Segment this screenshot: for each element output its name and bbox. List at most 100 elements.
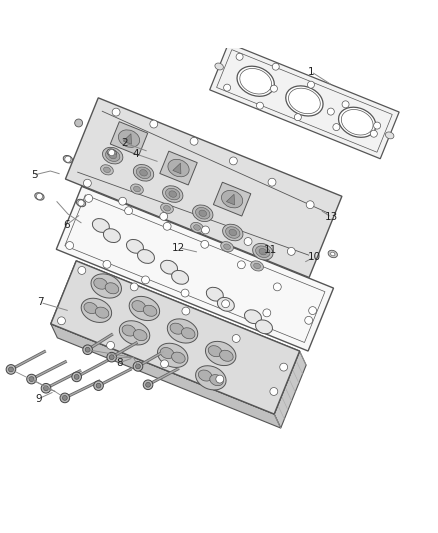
Circle shape (94, 381, 103, 391)
Circle shape (27, 374, 36, 384)
Circle shape (136, 364, 140, 369)
Circle shape (83, 179, 91, 187)
Ellipse shape (91, 274, 121, 298)
Ellipse shape (103, 229, 120, 243)
Circle shape (145, 382, 151, 387)
Polygon shape (124, 134, 131, 144)
Ellipse shape (198, 370, 212, 381)
Polygon shape (210, 43, 399, 159)
Ellipse shape (138, 249, 155, 263)
Ellipse shape (254, 263, 261, 269)
Ellipse shape (140, 169, 147, 176)
Ellipse shape (229, 229, 237, 236)
Ellipse shape (35, 193, 44, 200)
Text: 10: 10 (308, 252, 321, 262)
Ellipse shape (119, 321, 150, 345)
Circle shape (342, 101, 349, 108)
Ellipse shape (103, 167, 110, 173)
Circle shape (75, 119, 83, 127)
Circle shape (263, 309, 271, 317)
Circle shape (244, 238, 252, 245)
Ellipse shape (94, 278, 107, 289)
Text: 12: 12 (172, 243, 185, 253)
Ellipse shape (118, 130, 140, 147)
Circle shape (222, 300, 230, 308)
Circle shape (272, 63, 279, 70)
Circle shape (181, 289, 189, 297)
Polygon shape (173, 163, 181, 174)
Ellipse shape (215, 63, 223, 70)
Circle shape (294, 114, 301, 120)
Ellipse shape (169, 191, 177, 197)
Ellipse shape (107, 149, 117, 156)
Circle shape (237, 261, 245, 269)
Circle shape (130, 283, 138, 291)
Circle shape (65, 156, 71, 162)
Ellipse shape (164, 206, 170, 211)
Ellipse shape (101, 165, 113, 175)
Ellipse shape (106, 150, 120, 161)
Circle shape (160, 213, 168, 220)
Circle shape (216, 375, 224, 383)
Circle shape (161, 360, 169, 368)
Circle shape (57, 317, 65, 325)
Circle shape (201, 240, 208, 248)
Circle shape (273, 283, 281, 291)
Ellipse shape (244, 310, 261, 324)
Ellipse shape (221, 241, 233, 252)
Text: 4: 4 (132, 149, 139, 159)
Circle shape (230, 157, 237, 165)
Polygon shape (51, 324, 281, 428)
Circle shape (305, 317, 313, 324)
Circle shape (60, 393, 70, 403)
Text: 2: 2 (121, 138, 128, 148)
Ellipse shape (129, 296, 159, 320)
Circle shape (43, 386, 48, 391)
Ellipse shape (251, 261, 263, 271)
Ellipse shape (166, 188, 180, 200)
Ellipse shape (256, 246, 270, 257)
Circle shape (103, 261, 111, 268)
Ellipse shape (133, 165, 154, 181)
Circle shape (163, 222, 171, 230)
Circle shape (371, 130, 378, 137)
Ellipse shape (136, 167, 151, 179)
Ellipse shape (102, 147, 123, 164)
Circle shape (106, 342, 114, 349)
Polygon shape (57, 187, 333, 351)
Circle shape (333, 124, 340, 131)
Ellipse shape (127, 239, 144, 253)
Ellipse shape (76, 199, 86, 207)
Polygon shape (274, 351, 306, 428)
Circle shape (85, 195, 92, 203)
Circle shape (119, 197, 127, 205)
Ellipse shape (206, 287, 223, 301)
Text: 7: 7 (37, 297, 44, 308)
Circle shape (143, 380, 153, 390)
Ellipse shape (172, 352, 185, 363)
Text: 13: 13 (325, 213, 338, 222)
Ellipse shape (134, 329, 147, 341)
Text: 1: 1 (307, 67, 314, 77)
Circle shape (268, 178, 276, 186)
Ellipse shape (253, 244, 273, 260)
Polygon shape (65, 98, 342, 278)
Ellipse shape (160, 348, 174, 359)
Circle shape (107, 352, 117, 362)
Ellipse shape (63, 156, 73, 163)
Circle shape (66, 241, 74, 249)
Text: 11: 11 (264, 245, 277, 255)
Ellipse shape (81, 298, 112, 322)
Ellipse shape (286, 86, 323, 116)
Ellipse shape (84, 303, 98, 313)
Circle shape (36, 193, 42, 199)
Polygon shape (226, 194, 234, 205)
Ellipse shape (222, 190, 243, 208)
Ellipse shape (161, 203, 173, 213)
Ellipse shape (385, 132, 394, 139)
Circle shape (141, 276, 149, 284)
Text: 6: 6 (63, 220, 70, 230)
Circle shape (9, 367, 14, 372)
Ellipse shape (331, 252, 335, 256)
Ellipse shape (224, 244, 230, 249)
